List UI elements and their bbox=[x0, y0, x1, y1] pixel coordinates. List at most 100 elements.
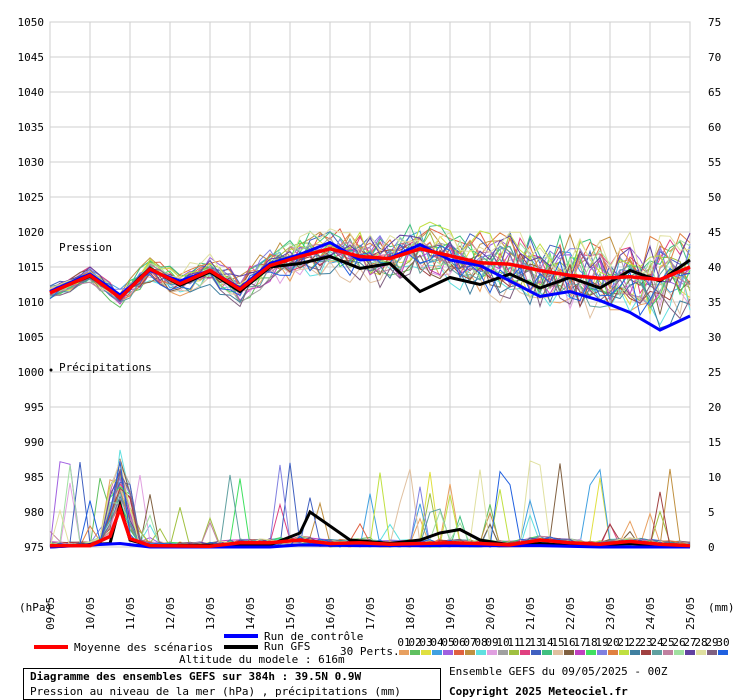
mean-precip-line bbox=[50, 503, 691, 549]
member-color-swatch bbox=[410, 650, 420, 655]
member-code-label: 02 bbox=[408, 636, 421, 649]
precip-tick-label: 50 bbox=[708, 191, 721, 204]
member-color-swatch bbox=[498, 650, 508, 655]
member-pressure-line bbox=[49, 239, 691, 308]
date-axis-ticks: 09/05 10/05 11/05 12/05 13/05 14/05 15/05 16/05… bbox=[44, 597, 697, 630]
member-code-label: 23 bbox=[639, 636, 652, 649]
member-code-label: 08 bbox=[474, 636, 487, 649]
precip-tick-label: 35 bbox=[708, 296, 721, 309]
member-color-swatch bbox=[399, 650, 409, 655]
date-tick-label: 13/05 bbox=[204, 597, 217, 630]
pressure-tick-label: 1025 bbox=[18, 191, 45, 204]
member-code-label: 14 bbox=[540, 636, 554, 649]
chart-subtitle: Pression au niveau de la mer (hPa) , pré… bbox=[30, 685, 401, 698]
precip-tick-label: 40 bbox=[708, 261, 721, 274]
member-color-swatch bbox=[520, 650, 530, 655]
member-color-key: 0102030405060708091011121314151617181920… bbox=[397, 636, 730, 655]
date-tick-label: 21/05 bbox=[524, 597, 537, 630]
member-color-swatch bbox=[707, 650, 717, 655]
pressure-tick-label: 1040 bbox=[18, 86, 45, 99]
precip-tick-label: 15 bbox=[708, 436, 721, 449]
member-code-label: 09 bbox=[485, 636, 498, 649]
title-box bbox=[23, 668, 441, 700]
member-code-label: 13 bbox=[529, 636, 542, 649]
date-tick-label: 09/05 bbox=[44, 597, 57, 630]
member-color-swatch bbox=[564, 650, 574, 655]
member-code-label: 18 bbox=[584, 636, 597, 649]
member-color-swatch bbox=[476, 650, 486, 655]
pressure-tick-label: 995 bbox=[24, 401, 44, 414]
member-color-swatch bbox=[608, 650, 618, 655]
member-code-label: 17 bbox=[573, 636, 586, 649]
member-code-label: 21 bbox=[617, 636, 630, 649]
member-color-swatch bbox=[487, 650, 497, 655]
member-color-swatch bbox=[630, 650, 640, 655]
member-color-swatch bbox=[542, 650, 552, 655]
pressure-tick-label: 1020 bbox=[18, 226, 45, 239]
pressure-tick-label: 1030 bbox=[18, 156, 45, 169]
pressure-tick-label: 980 bbox=[24, 506, 44, 519]
control-precip-line bbox=[49, 541, 690, 549]
precip-tick-label: 10 bbox=[708, 471, 721, 484]
member-code-label: 30 bbox=[716, 636, 729, 649]
mean-pressure-line bbox=[49, 246, 691, 301]
date-tick-label: 17/05 bbox=[364, 597, 377, 630]
member-code-label: 06 bbox=[452, 636, 465, 649]
precip-tick-label: 25 bbox=[708, 366, 721, 379]
member-code-label: 16 bbox=[562, 636, 575, 649]
member-code-label: 11 bbox=[507, 636, 520, 649]
member-color-swatch bbox=[553, 650, 563, 655]
date-tick-label: 24/05 bbox=[644, 597, 657, 630]
chart-title: Diagramme des ensembles GEFS sur 384h : … bbox=[30, 670, 362, 683]
member-code-label: 04 bbox=[430, 636, 444, 649]
member-code-label: 22 bbox=[628, 636, 641, 649]
precip-tick-label: 60 bbox=[708, 121, 721, 134]
pressure-tick-label: 1050 bbox=[18, 16, 45, 29]
legend-label-mean: Moyenne des scénarios bbox=[74, 641, 213, 654]
member-color-swatch bbox=[619, 650, 629, 655]
member-pressure-line bbox=[49, 243, 691, 317]
member-color-swatch bbox=[465, 650, 475, 655]
pressure-tick-label: 975 bbox=[24, 541, 44, 554]
precip-tick-label: 55 bbox=[708, 156, 721, 169]
member-color-swatch bbox=[718, 650, 728, 655]
precip-tick-label: 5 bbox=[708, 506, 715, 519]
member-code-label: 01 bbox=[397, 636, 410, 649]
precip-axis-ticks: 0 5 10 15 20 25 30 35 40 45 50 55 60 65 70 75 bbox=[708, 16, 721, 554]
member-code-label: 19 bbox=[595, 636, 608, 649]
left-unit: (hPa) bbox=[19, 601, 52, 614]
member-code-label: 12 bbox=[518, 636, 531, 649]
main-series-lines bbox=[49, 240, 691, 549]
member-code-label: 03 bbox=[419, 636, 432, 649]
member-code-label: 24 bbox=[650, 636, 664, 649]
legend-label-control: Run de contrôle bbox=[264, 630, 363, 643]
member-code-label: 05 bbox=[441, 636, 454, 649]
member-color-swatch bbox=[575, 650, 585, 655]
member-color-swatch bbox=[663, 650, 673, 655]
date-tick-label: 11/05 bbox=[124, 597, 137, 630]
precip-label: Précipitations bbox=[59, 361, 152, 374]
member-color-swatch bbox=[509, 650, 519, 655]
precip-tick-label: 20 bbox=[708, 401, 721, 414]
member-code-label: 10 bbox=[496, 636, 509, 649]
precip-tick-label: 0 bbox=[708, 541, 715, 554]
date-tick-label: 23/05 bbox=[604, 597, 617, 630]
member-color-swatch bbox=[641, 650, 651, 655]
copyright: Copyright 2025 Meteociel.fr bbox=[449, 685, 628, 698]
precip-tick-label: 70 bbox=[708, 51, 721, 64]
run-info: Ensemble GEFS du 09/05/2025 - 00Z bbox=[449, 665, 668, 678]
pressure-tick-label: 1035 bbox=[18, 121, 45, 134]
precip-tick-label: 45 bbox=[708, 226, 721, 239]
date-tick-label: 16/05 bbox=[324, 597, 337, 630]
member-color-swatch bbox=[443, 650, 453, 655]
member-pressure-line bbox=[49, 228, 691, 298]
date-tick-label: 25/05 bbox=[684, 597, 697, 630]
member-color-swatch bbox=[652, 650, 662, 655]
member-code-label: 26 bbox=[672, 636, 685, 649]
altitude-label: Altitude du modele : 616m bbox=[179, 653, 345, 666]
precip-tick-label: 75 bbox=[708, 16, 721, 29]
date-tick-label: 20/05 bbox=[484, 597, 497, 630]
pressure-tick-label: 1045 bbox=[18, 51, 45, 64]
date-tick-label: 18/05 bbox=[404, 597, 417, 630]
